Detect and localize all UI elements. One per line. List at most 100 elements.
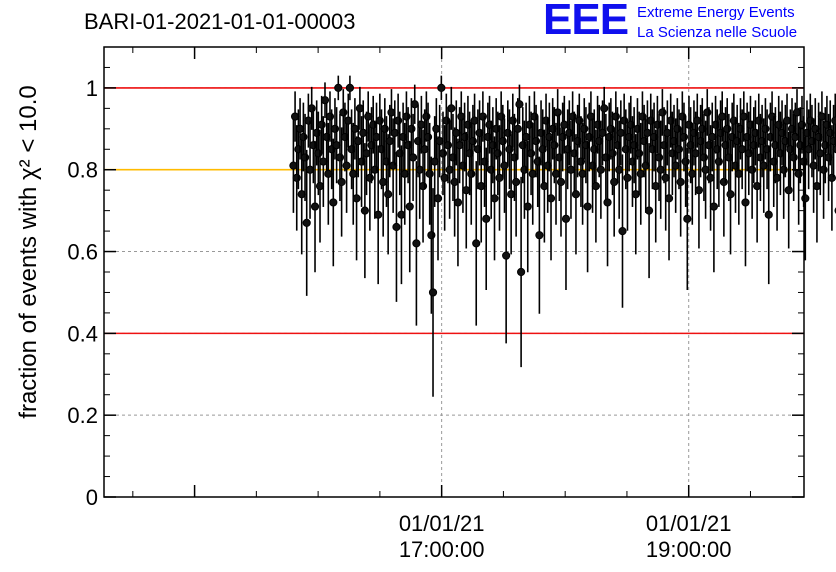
data-point: [478, 112, 487, 121]
data-point: [718, 112, 727, 121]
data-point: [623, 173, 632, 183]
data-point: [751, 128, 760, 138]
data-point: [766, 132, 775, 142]
data-point: [676, 177, 685, 187]
data-point: [764, 210, 773, 219]
data-point: [719, 177, 728, 187]
data-point: [651, 181, 660, 191]
data-point: [458, 161, 468, 170]
data-point: [360, 206, 369, 215]
data-point: [703, 108, 712, 117]
data-point: [832, 145, 836, 154]
data-point: [475, 128, 484, 138]
data-point: [784, 186, 793, 195]
data-point: [616, 128, 625, 138]
data-point: [688, 169, 697, 178]
x-tick-time: 17:00:00: [399, 537, 485, 562]
data-point: [541, 116, 551, 125]
data-point: [639, 136, 649, 146]
y-tick-label: 0: [86, 485, 98, 510]
data-point: [377, 145, 386, 154]
data-point: [440, 173, 449, 183]
data-point: [312, 128, 321, 138]
data-point: [473, 145, 482, 154]
data-point: [442, 116, 451, 125]
data-point: [669, 136, 679, 146]
data-point: [819, 165, 828, 174]
data-point: [470, 116, 479, 125]
data-point: [355, 104, 364, 113]
data-point: [342, 161, 351, 170]
data-point: [761, 124, 770, 133]
data-point: [636, 169, 645, 178]
data-point: [590, 145, 599, 154]
data-point: [691, 149, 700, 158]
data-point: [512, 177, 521, 187]
data-point: [563, 145, 572, 154]
data-point: [649, 132, 659, 142]
data-point: [668, 149, 677, 158]
x-tick-date: 01/01/21: [399, 511, 485, 536]
data-point: [399, 132, 408, 142]
data-point: [704, 141, 714, 150]
data-point: [443, 141, 453, 150]
data-point: [801, 194, 810, 203]
data-point: [500, 161, 509, 170]
data-point: [792, 108, 802, 117]
data-point: [299, 132, 308, 142]
data-point: [721, 141, 730, 150]
data-point: [339, 108, 348, 117]
data-point: [314, 149, 323, 158]
data-point: [507, 190, 516, 199]
data-point: [402, 112, 411, 121]
data-point: [756, 153, 765, 162]
data-point: [352, 194, 361, 203]
data-point: [681, 157, 690, 166]
data-point: [508, 116, 517, 125]
data-point: [354, 136, 363, 146]
data-point: [382, 157, 391, 166]
data-point: [789, 153, 798, 162]
data-point: [566, 165, 576, 174]
data-point: [453, 198, 463, 207]
eee-logo: EEE: [543, 0, 629, 44]
data-point: [694, 186, 704, 195]
data-point: [693, 116, 702, 125]
data-point: [455, 141, 464, 150]
data-point: [438, 149, 448, 158]
data-point: [591, 181, 600, 191]
run-title: BARI-01-2021-01-01-00003: [84, 9, 356, 34]
data-point: [384, 190, 393, 199]
data-point: [292, 173, 301, 183]
data-point: [683, 214, 692, 223]
data-point: [379, 177, 388, 187]
data-point: [821, 141, 830, 150]
y-tick-label: 0.2: [67, 403, 98, 428]
data-point: [771, 141, 780, 150]
data-point: [570, 149, 579, 158]
data-point: [678, 112, 687, 121]
data-point: [520, 165, 529, 174]
data-point: [337, 177, 346, 187]
data-point: [307, 104, 316, 113]
data-point: [588, 161, 597, 170]
data-point: [816, 149, 825, 158]
y-tick-label: 0.8: [67, 158, 98, 183]
data-point: [671, 161, 680, 170]
data-point: [428, 288, 438, 297]
data-point: [310, 202, 320, 211]
data-point: [319, 157, 328, 166]
data-point: [731, 161, 740, 170]
data-point: [357, 157, 366, 166]
data-point: [329, 198, 338, 207]
data-point: [297, 190, 306, 199]
data-point: [787, 124, 797, 133]
data-point: [289, 161, 298, 170]
data-point: [347, 145, 356, 154]
data-point: [460, 132, 469, 142]
data-point: [633, 124, 642, 133]
data-point: [523, 202, 532, 211]
data-point: [317, 120, 326, 129]
data-point: [746, 120, 755, 129]
data-point: [578, 169, 587, 178]
